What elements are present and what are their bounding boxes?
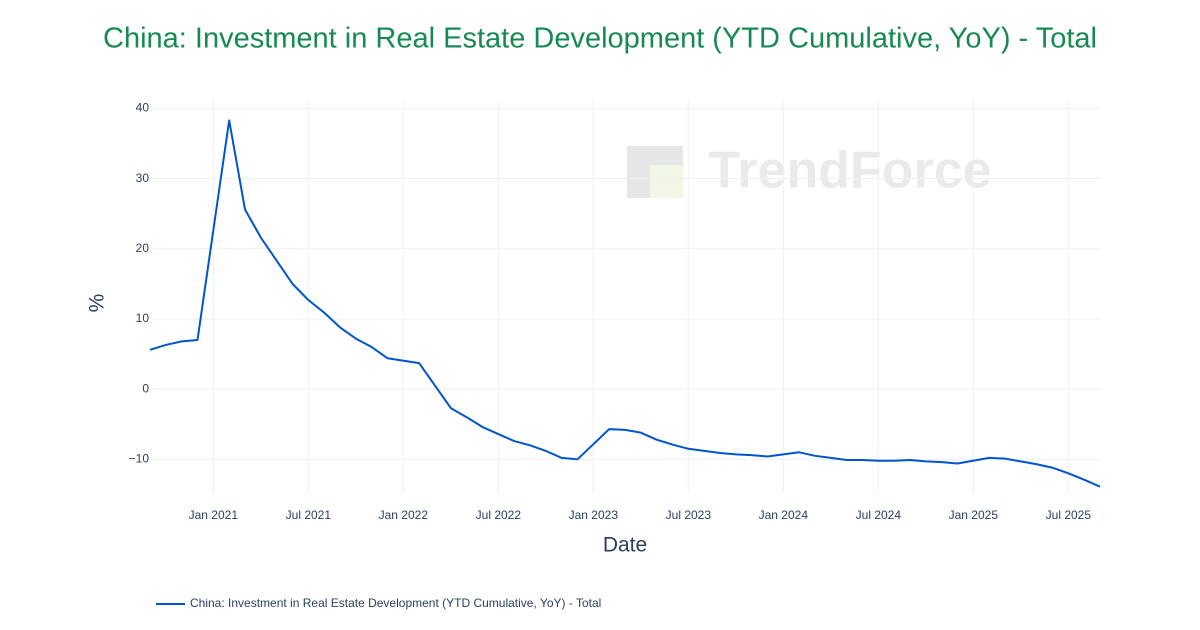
chart-title: China: Investment in Real Estate Develop…	[103, 23, 1097, 55]
legend-label: China: Investment in Real Estate Develop…	[190, 596, 601, 610]
y-axis-title: %	[86, 294, 109, 313]
x-tick-label: Jul 2024	[856, 508, 902, 522]
y-tick-label: −10	[129, 451, 150, 465]
x-tick-label: Jan 2024	[759, 508, 809, 522]
x-tick-label: Jan 2022	[379, 508, 429, 522]
line-series	[149, 119, 1101, 488]
x-tick-label: Jan 2023	[569, 508, 619, 522]
x-tick-label: Jan 2025	[949, 508, 999, 522]
y-tick-label: 20	[136, 241, 150, 255]
watermark-logo	[627, 146, 683, 198]
x-tick-label: Jul 2021	[286, 508, 332, 522]
x-tick-label: Jul 2022	[476, 508, 522, 522]
y-tick-label: 30	[136, 171, 150, 185]
y-tick-label: 0	[142, 381, 149, 395]
x-tick-label: Jul 2025	[1046, 508, 1092, 522]
watermark: TrendForce	[708, 142, 991, 200]
x-tick-label: Jul 2023	[666, 508, 712, 522]
y-tick-label: 40	[136, 101, 150, 115]
x-tick-label: Jan 2021	[189, 508, 239, 522]
x-axis-title: Date	[603, 534, 647, 557]
y-tick-label: 10	[136, 311, 150, 325]
